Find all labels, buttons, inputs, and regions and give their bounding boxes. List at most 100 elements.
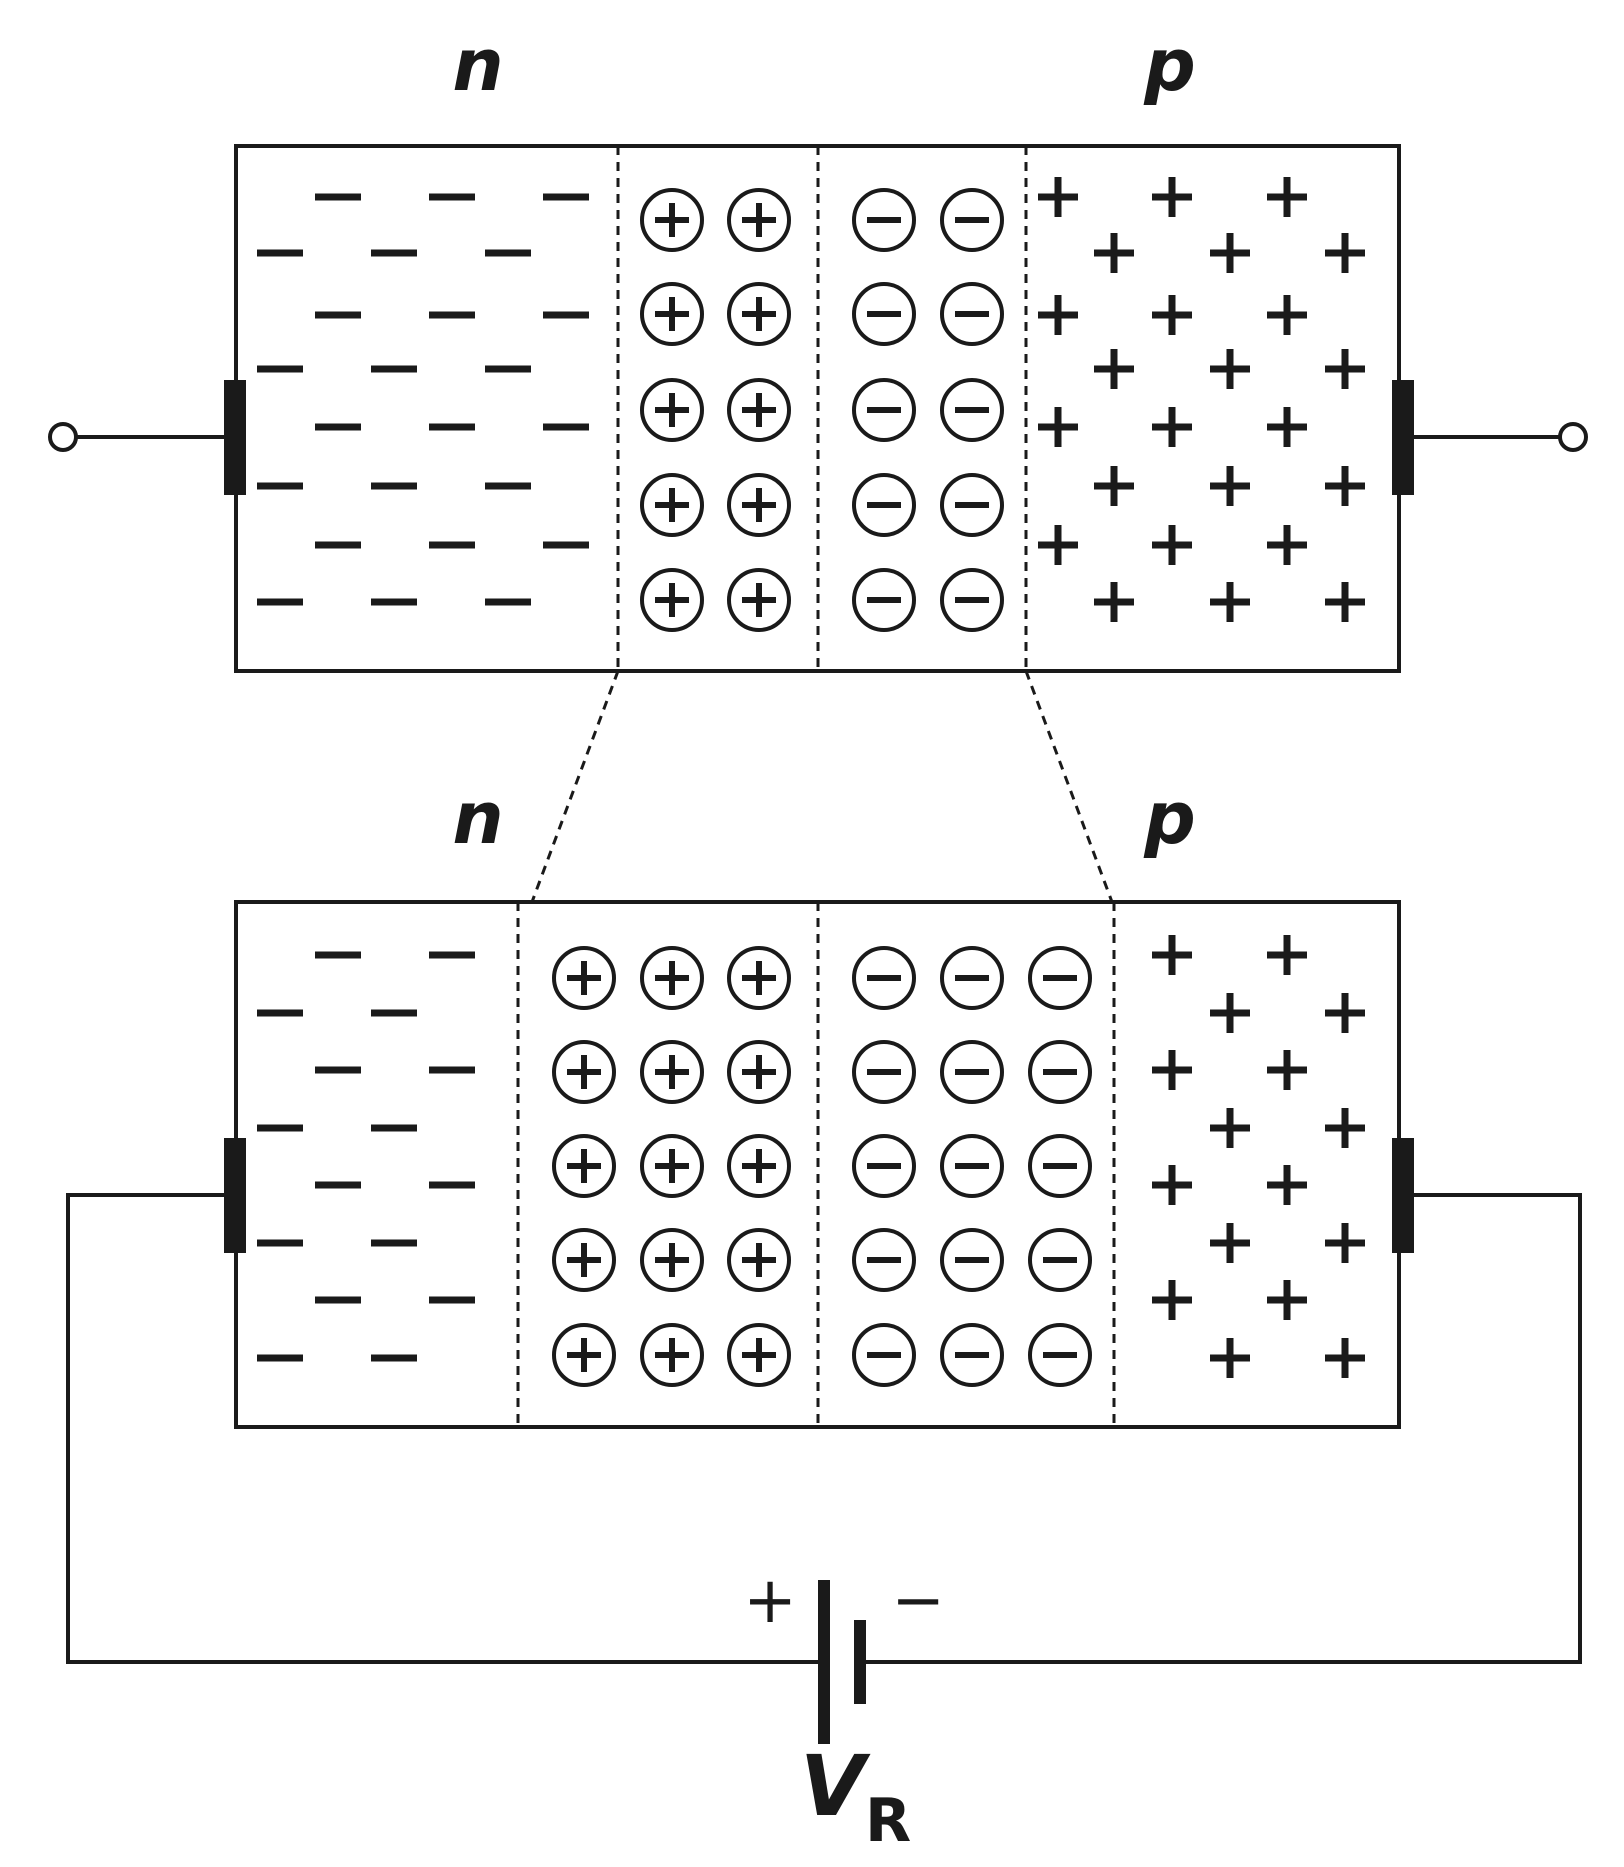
hole-mark — [1267, 1165, 1307, 1205]
hole-mark — [1325, 1108, 1365, 1148]
hole-mark — [1210, 233, 1250, 273]
donor-ion — [552, 1040, 616, 1104]
hole-mark — [1210, 582, 1250, 622]
hole-mark — [1152, 407, 1192, 447]
bottom-n-electrons — [257, 951, 475, 1362]
acceptor-ion — [852, 1040, 916, 1104]
hole-mark — [1152, 1165, 1192, 1205]
bottom-p-holes — [1152, 935, 1365, 1378]
acceptor-ion — [940, 1228, 1004, 1292]
acceptor-ion — [940, 378, 1004, 442]
hole-mark — [1210, 993, 1250, 1033]
top-acceptor-ions — [852, 188, 1004, 632]
hole-mark — [1152, 1280, 1192, 1320]
hole-mark — [1325, 582, 1365, 622]
hole-mark — [1325, 993, 1365, 1033]
circuit-left-wire — [66, 1193, 748, 1664]
hole-mark — [1038, 177, 1078, 217]
battery-short-plate — [854, 1620, 866, 1704]
hole-mark — [1210, 1223, 1250, 1263]
bottom-n-label: n — [452, 776, 503, 860]
acceptor-ion — [940, 188, 1004, 252]
hole-mark — [1152, 295, 1192, 335]
acceptor-ion — [1028, 1134, 1092, 1198]
hole-mark — [1094, 466, 1134, 506]
acceptor-ion — [852, 1323, 916, 1387]
top-left-contact — [224, 380, 246, 495]
donor-ion — [640, 188, 704, 252]
battery-minus-label: − — [891, 1564, 945, 1638]
voltage-subscript: R — [865, 1786, 911, 1856]
donor-ion — [640, 282, 704, 346]
acceptor-ion — [940, 1323, 1004, 1387]
widening-guide-right — [1024, 670, 1114, 903]
hole-mark — [1038, 295, 1078, 335]
voltage-symbol: V — [800, 1737, 871, 1835]
acceptor-ion — [852, 188, 916, 252]
hole-mark — [1038, 525, 1078, 565]
hole-mark — [1094, 233, 1134, 273]
hole-mark — [1325, 233, 1365, 273]
acceptor-ion — [1028, 1040, 1092, 1104]
donor-ion — [640, 1228, 704, 1292]
donor-ion — [640, 568, 704, 632]
top-junction: n p — [48, 23, 1588, 673]
acceptor-ion — [940, 1134, 1004, 1198]
hole-mark — [1267, 1280, 1307, 1320]
widening-guide-left — [530, 670, 620, 903]
acceptor-ion — [940, 1040, 1004, 1104]
battery-long-plate — [818, 1580, 830, 1744]
hole-mark — [1267, 525, 1307, 565]
donor-ion — [727, 946, 791, 1010]
top-right-terminal — [1558, 422, 1588, 452]
bottom-right-contact — [1392, 1138, 1414, 1253]
bottom-donor-ions — [552, 946, 791, 1387]
hole-mark — [1152, 1050, 1192, 1090]
acceptor-ion — [852, 1134, 916, 1198]
acceptor-ion — [940, 568, 1004, 632]
hole-mark — [1210, 349, 1250, 389]
hole-mark — [1325, 1338, 1365, 1378]
hole-mark — [1267, 1050, 1307, 1090]
acceptor-ion — [1028, 1228, 1092, 1292]
hole-mark — [1210, 1338, 1250, 1378]
donor-ion — [727, 473, 791, 537]
hole-mark — [1325, 1223, 1365, 1263]
hole-mark — [1325, 466, 1365, 506]
top-n-label: n — [452, 23, 503, 107]
donor-ion — [727, 1228, 791, 1292]
donor-ion — [552, 1323, 616, 1387]
top-right-contact — [1392, 380, 1414, 495]
donor-ion — [640, 946, 704, 1010]
donor-ion — [727, 378, 791, 442]
hole-mark — [1152, 935, 1192, 975]
donor-ion — [727, 188, 791, 252]
top-p-holes — [1038, 177, 1365, 622]
acceptor-ion — [940, 282, 1004, 346]
top-donor-ions — [640, 188, 791, 632]
acceptor-ion — [940, 473, 1004, 537]
bottom-acceptor-ions — [852, 946, 1092, 1387]
donor-ion — [727, 568, 791, 632]
hole-mark — [1210, 466, 1250, 506]
hole-mark — [1325, 349, 1365, 389]
hole-mark — [1267, 407, 1307, 447]
hole-mark — [1094, 582, 1134, 622]
hole-mark — [1038, 407, 1078, 447]
hole-mark — [1267, 935, 1307, 975]
donor-ion — [640, 1323, 704, 1387]
bottom-junction: n p — [224, 776, 1414, 1429]
acceptor-ion — [852, 378, 916, 442]
hole-mark — [1094, 349, 1134, 389]
donor-ion — [727, 1323, 791, 1387]
donor-ion — [727, 1134, 791, 1198]
bottom-left-contact — [224, 1138, 246, 1253]
bias-circuit: + − VR — [66, 1193, 1582, 1856]
hole-mark — [1267, 295, 1307, 335]
hole-mark — [1267, 177, 1307, 217]
donor-ion — [552, 1228, 616, 1292]
top-n-electrons — [257, 193, 589, 606]
acceptor-ion — [1028, 1323, 1092, 1387]
battery-voltage-label: VR — [800, 1737, 911, 1856]
battery-plus-label: + — [743, 1564, 797, 1638]
